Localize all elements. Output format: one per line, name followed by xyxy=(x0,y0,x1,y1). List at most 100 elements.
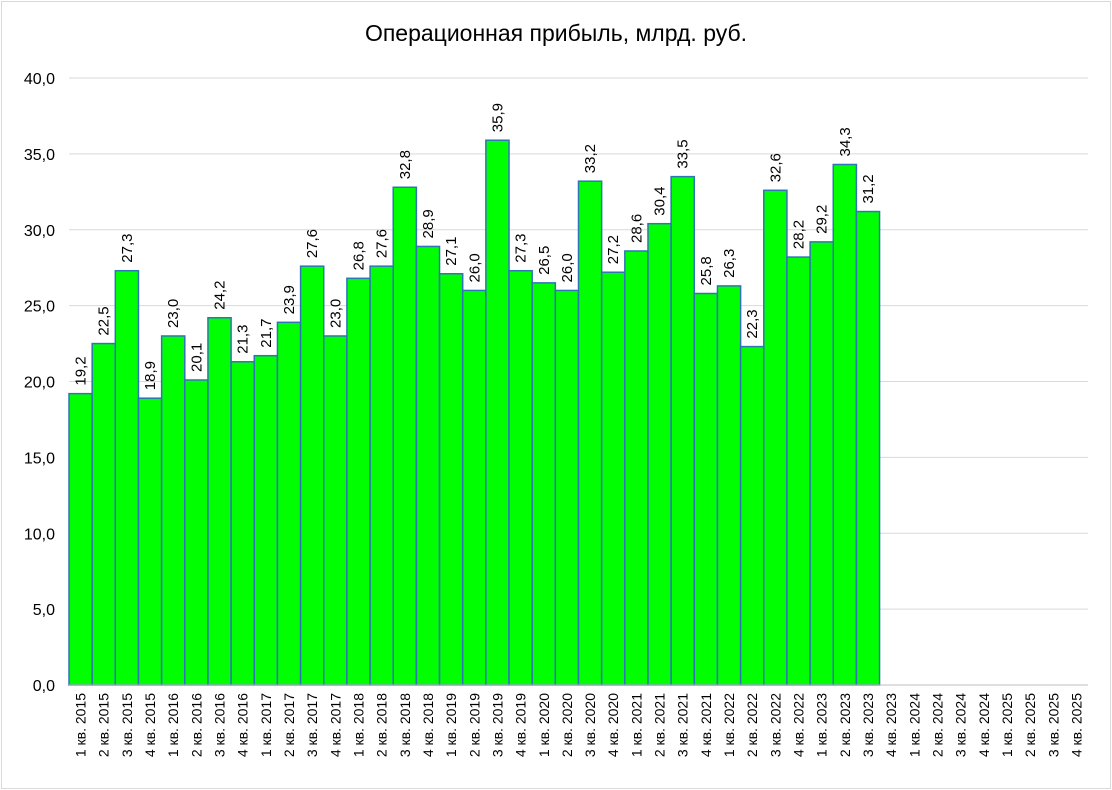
data-label: 21,3 xyxy=(235,325,252,354)
x-tick-label: 1 кв. 2018 xyxy=(350,693,366,757)
bar xyxy=(832,163,858,686)
y-tick-label: 20,0 xyxy=(24,375,55,392)
bar xyxy=(670,175,696,686)
data-label: 20,1 xyxy=(188,343,205,372)
x-tick-label: 1 кв. 2015 xyxy=(73,693,89,757)
bar xyxy=(716,285,742,686)
x-tick-label: 2 кв. 2017 xyxy=(281,693,297,757)
x-tick-label: 4 кв. 2021 xyxy=(698,693,714,757)
y-tick-label: 10,0 xyxy=(24,526,55,543)
bar xyxy=(554,289,580,686)
x-tick-label: 3 кв. 2021 xyxy=(675,693,691,757)
x-tick-label: 2 кв. 2024 xyxy=(929,693,945,757)
data-label: 27,1 xyxy=(443,237,460,266)
x-tick-label: 4 кв. 2024 xyxy=(976,693,992,757)
y-tick-label: 40,0 xyxy=(24,71,55,88)
bar xyxy=(485,139,510,686)
bar xyxy=(346,277,371,686)
x-tick-label: 3 кв. 2022 xyxy=(767,693,783,757)
x-tick-label: 4 кв. 2023 xyxy=(883,693,899,757)
bar xyxy=(392,186,418,686)
data-label: 34,3 xyxy=(837,127,854,156)
bar xyxy=(577,180,603,686)
data-label: 28,9 xyxy=(420,209,437,238)
data-label: 18,9 xyxy=(142,361,159,390)
x-tick-label: 1 кв. 2020 xyxy=(536,693,552,757)
data-label: 28,2 xyxy=(791,220,808,249)
data-label: 26,0 xyxy=(466,253,483,282)
x-tick-label: 3 кв. 2016 xyxy=(212,693,228,757)
bar xyxy=(68,392,93,686)
data-label: 22,5 xyxy=(96,306,113,335)
data-label: 29,2 xyxy=(814,205,831,234)
bar xyxy=(763,189,788,686)
data-label: 22,3 xyxy=(744,309,761,338)
bar xyxy=(508,269,533,686)
x-tick-label: 1 кв. 2024 xyxy=(906,693,922,757)
bar xyxy=(160,335,186,686)
bar xyxy=(91,342,117,686)
x-tick-label: 2 кв. 2025 xyxy=(1022,693,1038,757)
x-tick-label: 4 кв. 2025 xyxy=(1068,693,1084,757)
x-tick-label: 1 кв. 2019 xyxy=(443,693,459,757)
x-tick-label: 2 кв. 2015 xyxy=(96,693,112,757)
bar xyxy=(137,397,163,686)
data-label: 35,9 xyxy=(489,103,506,132)
x-tick-label: 2 кв. 2020 xyxy=(559,693,575,757)
x-tick-label: 4 кв. 2019 xyxy=(513,693,529,757)
data-label: 26,5 xyxy=(536,246,553,275)
data-label: 31,2 xyxy=(860,174,877,203)
x-tick-label: 3 кв. 2019 xyxy=(489,693,505,757)
data-label: 28,6 xyxy=(628,214,645,243)
chart-title: Операционная прибыль, млрд. руб. xyxy=(364,20,748,46)
data-label: 30,4 xyxy=(652,186,669,215)
y-tick-label: 25,0 xyxy=(24,299,55,316)
x-tick-label: 4 кв. 2016 xyxy=(235,693,251,757)
x-tick-label: 4 кв. 2020 xyxy=(605,693,621,757)
data-label: 27,3 xyxy=(513,234,530,263)
bar xyxy=(253,354,279,686)
bar xyxy=(438,273,464,686)
bar xyxy=(693,292,719,686)
data-label: 27,6 xyxy=(374,229,391,258)
x-tick-label: 2 кв. 2022 xyxy=(744,693,760,757)
data-label: 23,0 xyxy=(165,299,182,328)
bar xyxy=(809,241,834,686)
x-tick-label: 3 кв. 2017 xyxy=(304,693,320,757)
bar xyxy=(600,271,626,686)
data-label: 33,5 xyxy=(675,139,692,168)
bar xyxy=(369,265,394,686)
bar xyxy=(230,361,256,686)
x-tick-label: 4 кв. 2017 xyxy=(327,693,343,757)
bar xyxy=(207,317,232,686)
x-tick-label: 2 кв. 2021 xyxy=(652,693,668,757)
data-label: 21,7 xyxy=(258,318,275,347)
data-label: 27,3 xyxy=(119,234,136,263)
x-tick-label: 1 кв. 2023 xyxy=(814,693,830,757)
x-tick-label: 2 кв. 2016 xyxy=(188,693,204,757)
x-tick-label: 3 кв. 2024 xyxy=(953,693,969,757)
y-tick-label: 0,0 xyxy=(33,678,55,695)
bar xyxy=(461,289,487,686)
data-label: 25,8 xyxy=(698,256,715,285)
data-label: 23,0 xyxy=(327,299,344,328)
x-tick-label: 4 кв. 2022 xyxy=(791,693,807,757)
bar xyxy=(624,250,649,686)
x-tick-label: 2 кв. 2023 xyxy=(837,693,853,757)
bar xyxy=(299,265,325,686)
data-label: 26,8 xyxy=(350,241,367,270)
bar xyxy=(531,282,557,686)
data-label: 23,9 xyxy=(281,285,298,314)
data-label: 27,6 xyxy=(304,229,321,258)
x-tick-label: 1 кв. 2025 xyxy=(999,693,1015,757)
data-label: 24,2 xyxy=(212,281,229,310)
bar xyxy=(184,379,209,686)
x-tick-label: 1 кв. 2021 xyxy=(628,693,644,757)
y-tick-label: 35,0 xyxy=(24,147,55,164)
data-label: 32,6 xyxy=(767,153,784,182)
bar xyxy=(114,269,140,686)
x-tick-label: 3 кв. 2023 xyxy=(860,693,876,757)
bar xyxy=(739,345,765,686)
data-label: 33,2 xyxy=(582,144,599,173)
data-label: 27,2 xyxy=(605,235,622,264)
